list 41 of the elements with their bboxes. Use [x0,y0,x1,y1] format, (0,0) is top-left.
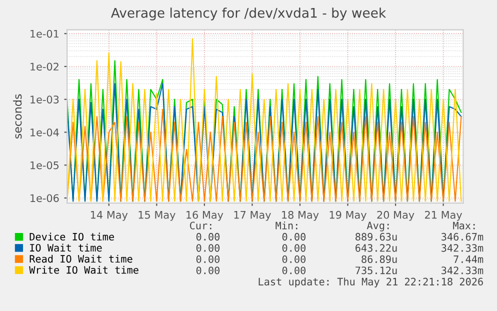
y-tick-label: 1e-06 [30,194,59,202]
text: 0.00 [196,255,220,264]
y-tick-label: 1e-02 [30,62,58,71]
y-tick-label: 1e-01 [30,30,58,38]
text: 346.67m [442,232,484,241]
text: 0.00 [282,255,306,264]
text: 86.89u [362,255,397,264]
text: Max: [453,222,475,230]
text: Avg: [366,222,389,232]
text: 889.63u [356,232,397,241]
text: 0.00 [282,266,306,274]
text: 0.00 [282,232,306,241]
y-tick-label: 1e-05 [30,161,59,170]
text: 7.44m [454,255,484,263]
x-tick-label: 19 May [330,210,366,221]
legend-label: Read IO Wait time [30,254,132,263]
x-tick-label: 18 May [282,210,319,221]
legend-label: Write IO Wait time [29,266,138,274]
chart-title: Average latency for /dev/xvda1 - by week [110,8,386,20]
x-tick-label: 20 May [377,210,414,221]
text: Last update: Thu May 21 22:21:18 2026 [258,278,483,288]
x-tick-label: 16 May [186,210,224,221]
text: 342.33m [442,266,484,274]
text: 735.12u [356,266,397,274]
y-tick-label: 1e-03 [30,96,59,104]
text: 342.33m [442,244,484,252]
text: 0.00 [196,266,220,274]
x-tick-label: 17 May [234,211,271,221]
text: 0.00 [196,232,220,241]
text: 0.00 [282,244,306,252]
text: 0.00 [196,244,220,252]
x-tick-label: 21 May [425,210,462,221]
text: Cur: [190,222,212,230]
y-axis-title: seconds [13,94,22,139]
legend-label: IO Wait time [30,244,102,252]
text: 643.22u [356,244,397,252]
legend-label: Device IO time [30,232,114,241]
x-tick-label: 15 May [138,211,176,221]
y-tick-label: 1e-04 [30,128,59,136]
x-tick-label: 14 May [90,211,128,221]
text: Min: [276,222,298,230]
